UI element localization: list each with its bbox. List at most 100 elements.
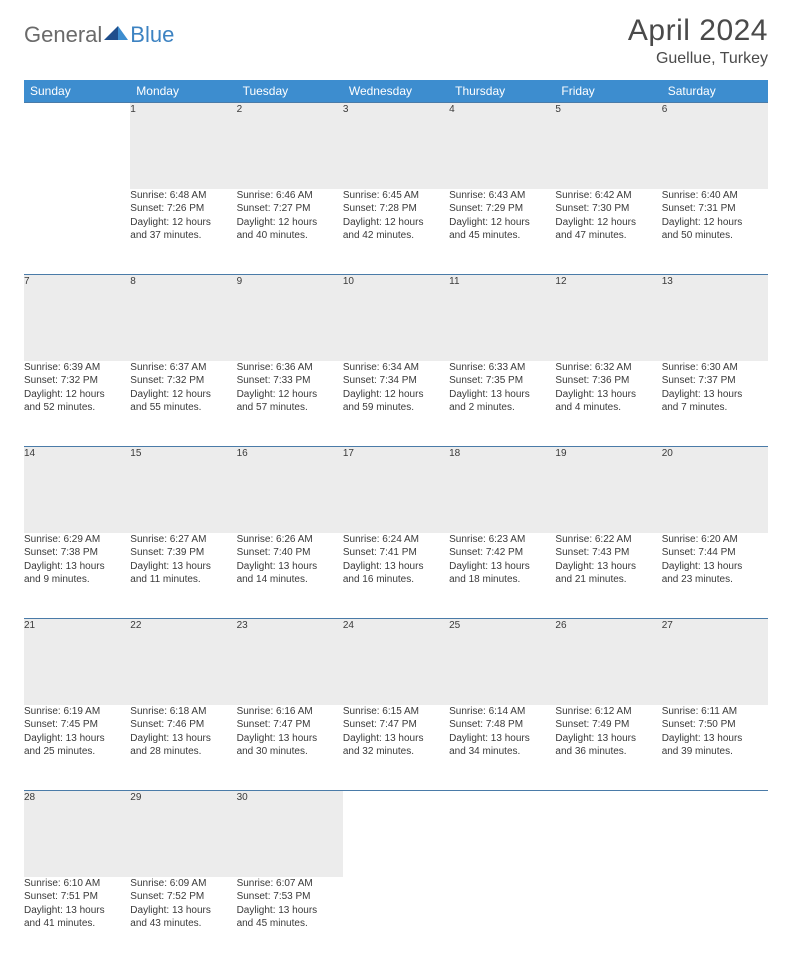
sunset-text: Sunset: 7:53 PM [237,890,343,904]
day-number-cell: 23 [237,619,343,705]
page-header: General Blue April 2024 Guellue, Turkey [24,14,768,68]
sunrise-text: Sunrise: 6:22 AM [555,533,661,547]
week-daynum-row: 123456 [24,103,768,189]
day-number-cell: 4 [449,103,555,189]
sunset-text: Sunset: 7:30 PM [555,202,661,216]
day-number-cell: 21 [24,619,130,705]
day-number-cell [555,791,661,877]
daylight-text-1: Daylight: 13 hours [24,904,130,918]
day-number-cell: 3 [343,103,449,189]
day-number-cell: 10 [343,275,449,361]
day-detail-cell: Sunrise: 6:36 AMSunset: 7:33 PMDaylight:… [237,361,343,447]
daylight-text-1: Daylight: 12 hours [343,388,449,402]
daylight-text-2: and 47 minutes. [555,229,661,243]
day-detail-cell: Sunrise: 6:45 AMSunset: 7:28 PMDaylight:… [343,189,449,275]
day-detail-cell: Sunrise: 6:30 AMSunset: 7:37 PMDaylight:… [662,361,768,447]
sunset-text: Sunset: 7:52 PM [130,890,236,904]
sunrise-text: Sunrise: 6:12 AM [555,705,661,719]
day-number-cell: 5 [555,103,661,189]
day-detail-cell: Sunrise: 6:14 AMSunset: 7:48 PMDaylight:… [449,705,555,791]
sunset-text: Sunset: 7:39 PM [130,546,236,560]
sunset-text: Sunset: 7:33 PM [237,374,343,388]
sunrise-text: Sunrise: 6:26 AM [237,533,343,547]
week-daynum-row: 282930 [24,791,768,877]
day-detail-cell: Sunrise: 6:42 AMSunset: 7:30 PMDaylight:… [555,189,661,275]
day-number-cell: 8 [130,275,236,361]
daylight-text-1: Daylight: 12 hours [343,216,449,230]
sunrise-text: Sunrise: 6:48 AM [130,189,236,203]
sunrise-text: Sunrise: 6:43 AM [449,189,555,203]
sunset-text: Sunset: 7:45 PM [24,718,130,732]
daylight-text-2: and 21 minutes. [555,573,661,587]
daylight-text-1: Daylight: 12 hours [449,216,555,230]
day-number-cell: 25 [449,619,555,705]
day-detail-cell: Sunrise: 6:11 AMSunset: 7:50 PMDaylight:… [662,705,768,791]
day-number-cell [343,791,449,877]
daylight-text-2: and 42 minutes. [343,229,449,243]
daylight-text-1: Daylight: 13 hours [237,904,343,918]
sunrise-text: Sunrise: 6:33 AM [449,361,555,375]
sunrise-text: Sunrise: 6:46 AM [237,189,343,203]
month-title: April 2024 [628,14,768,48]
day-detail-cell [555,877,661,963]
day-detail-cell: Sunrise: 6:22 AMSunset: 7:43 PMDaylight:… [555,533,661,619]
sunrise-text: Sunrise: 6:29 AM [24,533,130,547]
sunset-text: Sunset: 7:37 PM [662,374,768,388]
sunrise-text: Sunrise: 6:18 AM [130,705,236,719]
calendar-table: SundayMondayTuesdayWednesdayThursdayFrid… [24,80,768,963]
day-number-cell: 6 [662,103,768,189]
day-header: Wednesday [343,80,449,103]
day-header: Tuesday [237,80,343,103]
sunset-text: Sunset: 7:34 PM [343,374,449,388]
week-detail-row: Sunrise: 6:48 AMSunset: 7:26 PMDaylight:… [24,189,768,275]
day-detail-cell: Sunrise: 6:43 AMSunset: 7:29 PMDaylight:… [449,189,555,275]
daylight-text-2: and 14 minutes. [237,573,343,587]
day-detail-cell: Sunrise: 6:40 AMSunset: 7:31 PMDaylight:… [662,189,768,275]
daylight-text-1: Daylight: 13 hours [555,732,661,746]
daylight-text-2: and 59 minutes. [343,401,449,415]
day-number-cell: 16 [237,447,343,533]
daylight-text-1: Daylight: 12 hours [237,216,343,230]
day-number-cell: 18 [449,447,555,533]
sunrise-text: Sunrise: 6:16 AM [237,705,343,719]
day-header: Thursday [449,80,555,103]
sunset-text: Sunset: 7:27 PM [237,202,343,216]
sunset-text: Sunset: 7:29 PM [449,202,555,216]
sunset-text: Sunset: 7:41 PM [343,546,449,560]
day-header: Sunday [24,80,130,103]
daylight-text-2: and 34 minutes. [449,745,555,759]
day-number-cell: 2 [237,103,343,189]
week-daynum-row: 21222324252627 [24,619,768,705]
daylight-text-2: and 45 minutes. [237,917,343,931]
day-number-cell: 30 [237,791,343,877]
day-detail-cell: Sunrise: 6:33 AMSunset: 7:35 PMDaylight:… [449,361,555,447]
daylight-text-2: and 18 minutes. [449,573,555,587]
day-detail-cell: Sunrise: 6:39 AMSunset: 7:32 PMDaylight:… [24,361,130,447]
day-number-cell: 14 [24,447,130,533]
daylight-text-1: Daylight: 13 hours [449,388,555,402]
daylight-text-2: and 45 minutes. [449,229,555,243]
daylight-text-2: and 40 minutes. [237,229,343,243]
daylight-text-2: and 41 minutes. [24,917,130,931]
day-detail-cell [24,189,130,275]
logo-text-blue: Blue [130,22,174,48]
day-number-cell: 12 [555,275,661,361]
day-detail-cell: Sunrise: 6:48 AMSunset: 7:26 PMDaylight:… [130,189,236,275]
day-detail-cell [662,877,768,963]
day-number-cell: 26 [555,619,661,705]
day-detail-cell: Sunrise: 6:18 AMSunset: 7:46 PMDaylight:… [130,705,236,791]
sunrise-text: Sunrise: 6:20 AM [662,533,768,547]
daylight-text-1: Daylight: 13 hours [24,732,130,746]
day-detail-cell: Sunrise: 6:09 AMSunset: 7:52 PMDaylight:… [130,877,236,963]
daylight-text-2: and 16 minutes. [343,573,449,587]
day-detail-cell: Sunrise: 6:46 AMSunset: 7:27 PMDaylight:… [237,189,343,275]
daylight-text-1: Daylight: 13 hours [130,560,236,574]
week-detail-row: Sunrise: 6:10 AMSunset: 7:51 PMDaylight:… [24,877,768,963]
daylight-text-1: Daylight: 13 hours [343,560,449,574]
daylight-text-1: Daylight: 13 hours [24,560,130,574]
sunset-text: Sunset: 7:46 PM [130,718,236,732]
day-detail-cell: Sunrise: 6:27 AMSunset: 7:39 PMDaylight:… [130,533,236,619]
sunrise-text: Sunrise: 6:24 AM [343,533,449,547]
day-number-cell: 29 [130,791,236,877]
sunrise-text: Sunrise: 6:23 AM [449,533,555,547]
